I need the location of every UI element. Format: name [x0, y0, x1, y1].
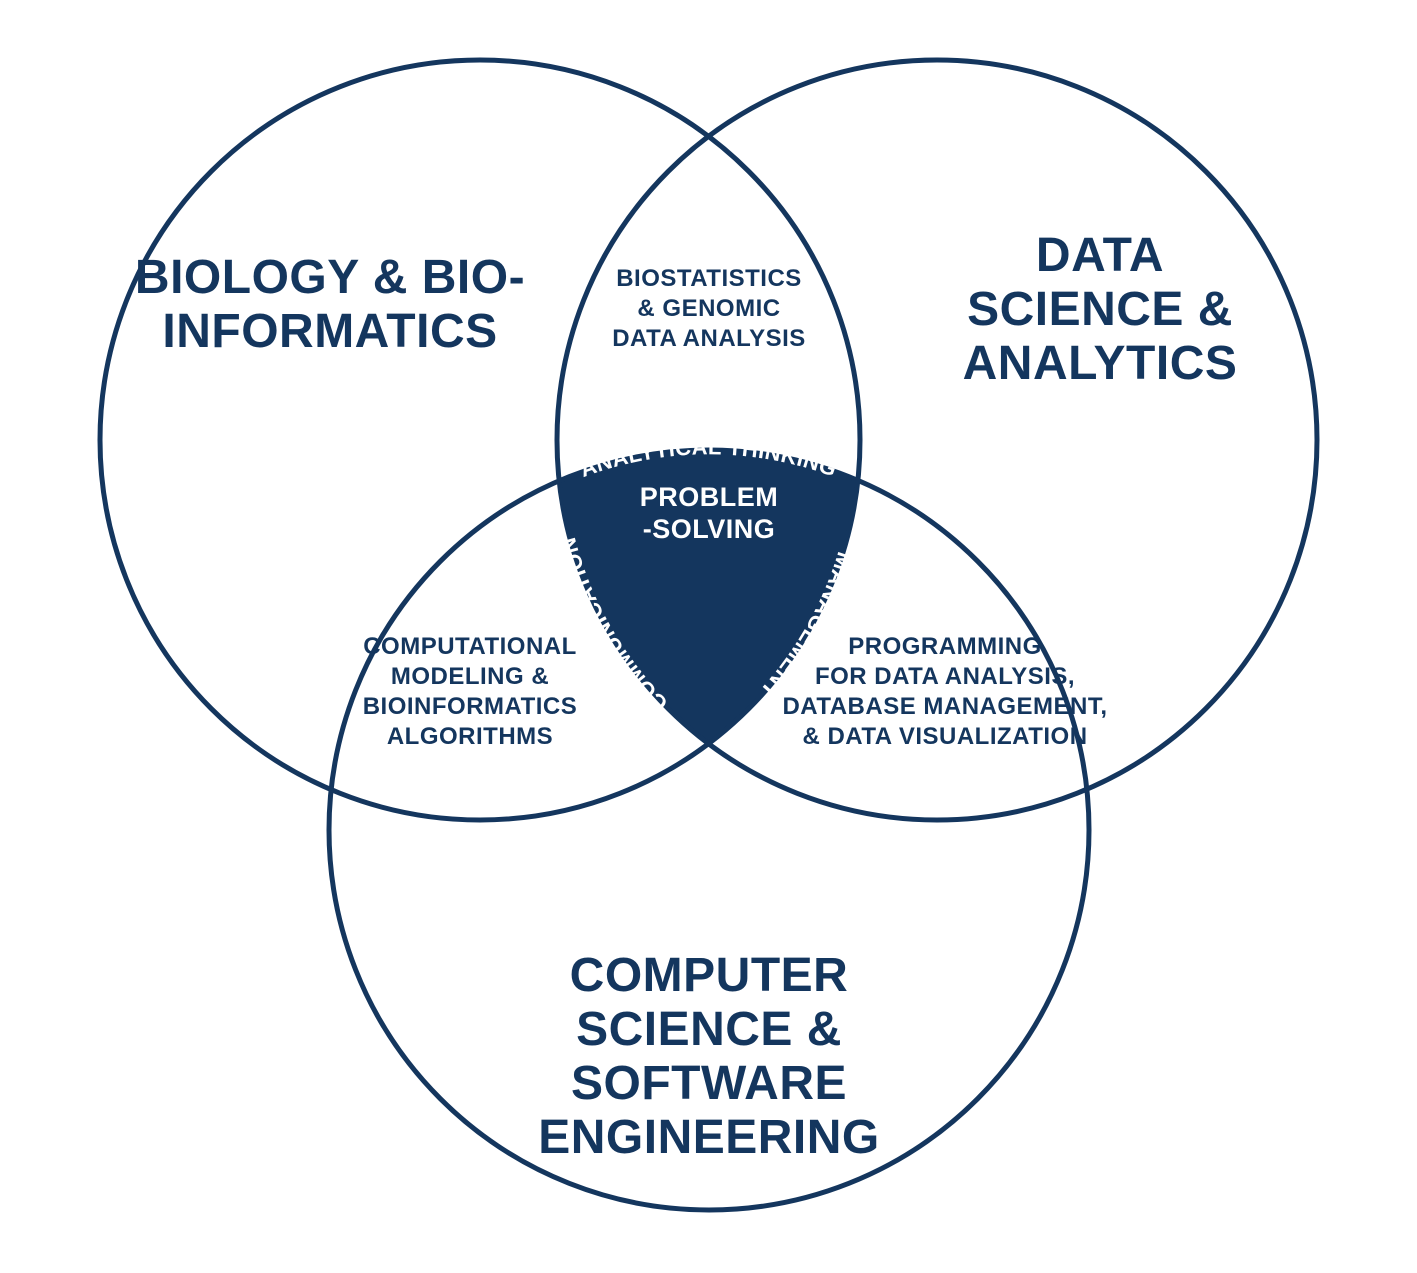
label-data-science: DATASCIENCE &ANALYTICS: [963, 229, 1238, 390]
label-computer-science: COMPUTERSCIENCE &SOFTWAREENGINEERING: [538, 949, 880, 1164]
label-data-cs: PROGRAMMINGFOR DATA ANALYSIS,DATABASE MA…: [782, 633, 1107, 750]
venn-diagram: BIOLOGY & BIO-INFORMATICS DATASCIENCE &A…: [0, 0, 1417, 1273]
label-bio-cs: COMPUTATIONALMODELING &BIOINFORMATICSALG…: [363, 633, 578, 750]
label-bio-data: BIOSTATISTICS& GENOMICDATA ANALYSIS: [612, 265, 806, 352]
label-biology: BIOLOGY & BIO-INFORMATICS: [135, 251, 525, 358]
